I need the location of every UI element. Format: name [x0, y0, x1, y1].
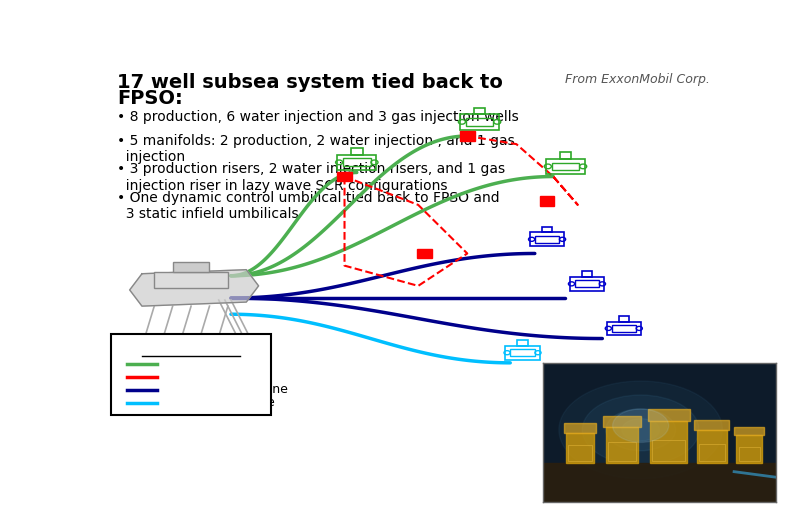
Text: • 5 manifolds: 2 production, 2 water injection , and 1 gas
  injection: • 5 manifolds: 2 production, 2 water inj…: [117, 134, 515, 164]
Bar: [699, 444, 725, 461]
Bar: [517, 340, 527, 346]
Bar: [734, 427, 764, 436]
Bar: [542, 227, 552, 232]
Bar: [505, 346, 539, 359]
Bar: [546, 159, 585, 174]
Bar: [539, 196, 554, 206]
Bar: [611, 325, 636, 332]
Text: Gas Injection Line: Gas Injection Line: [163, 396, 275, 409]
Text: Umbilical: Umbilical: [163, 370, 221, 383]
Text: 17 well subsea system tied back to: 17 well subsea system tied back to: [117, 73, 503, 92]
Bar: [648, 409, 690, 421]
Bar: [564, 423, 596, 432]
Bar: [608, 442, 636, 461]
Circle shape: [622, 419, 660, 441]
Bar: [697, 430, 727, 463]
Bar: [560, 152, 571, 159]
Bar: [535, 236, 559, 242]
Bar: [552, 163, 579, 170]
Bar: [351, 148, 363, 155]
Bar: [739, 447, 760, 461]
Circle shape: [606, 409, 676, 451]
Bar: [568, 445, 592, 461]
Text: Production line: Production line: [163, 357, 257, 370]
Bar: [575, 280, 599, 287]
Bar: [582, 271, 592, 277]
Bar: [466, 118, 493, 126]
Bar: [511, 349, 535, 356]
Text: FPSO:: FPSO:: [117, 89, 183, 108]
Bar: [154, 272, 228, 288]
Text: From ExxonMobil Corp.: From ExxonMobil Corp.: [565, 73, 710, 86]
Polygon shape: [130, 270, 259, 306]
Circle shape: [559, 381, 722, 479]
Bar: [343, 158, 371, 166]
Bar: [337, 155, 376, 170]
Bar: [650, 421, 687, 463]
Text: • 3 production risers, 2 water injection risers, and 1 gas
  injection riser in : • 3 production risers, 2 water injection…: [117, 163, 505, 193]
Bar: [619, 316, 629, 321]
Text: • 8 production, 6 water injection and 3 gas injection wells: • 8 production, 6 water injection and 3 …: [117, 110, 520, 124]
Bar: [695, 420, 729, 430]
Bar: [337, 171, 352, 181]
Text: LEGEND: LEGEND: [160, 345, 223, 359]
Bar: [417, 249, 432, 258]
Text: • One dynamic control umbilical tied back to FPSO and
  3 static infield umbilic: • One dynamic control umbilical tied bac…: [117, 191, 500, 221]
Bar: [604, 416, 641, 427]
Bar: [474, 108, 485, 114]
Bar: [653, 440, 685, 461]
Text: Water Injection Line: Water Injection Line: [163, 383, 288, 396]
Bar: [460, 114, 499, 129]
Bar: [607, 321, 641, 335]
FancyBboxPatch shape: [111, 335, 271, 416]
Circle shape: [613, 409, 668, 442]
Bar: [543, 463, 776, 502]
Bar: [460, 131, 474, 141]
Bar: [173, 261, 209, 272]
Bar: [737, 436, 762, 463]
Bar: [566, 432, 594, 463]
Bar: [569, 277, 604, 291]
Bar: [530, 232, 564, 246]
Circle shape: [582, 395, 699, 464]
Bar: [606, 427, 638, 463]
